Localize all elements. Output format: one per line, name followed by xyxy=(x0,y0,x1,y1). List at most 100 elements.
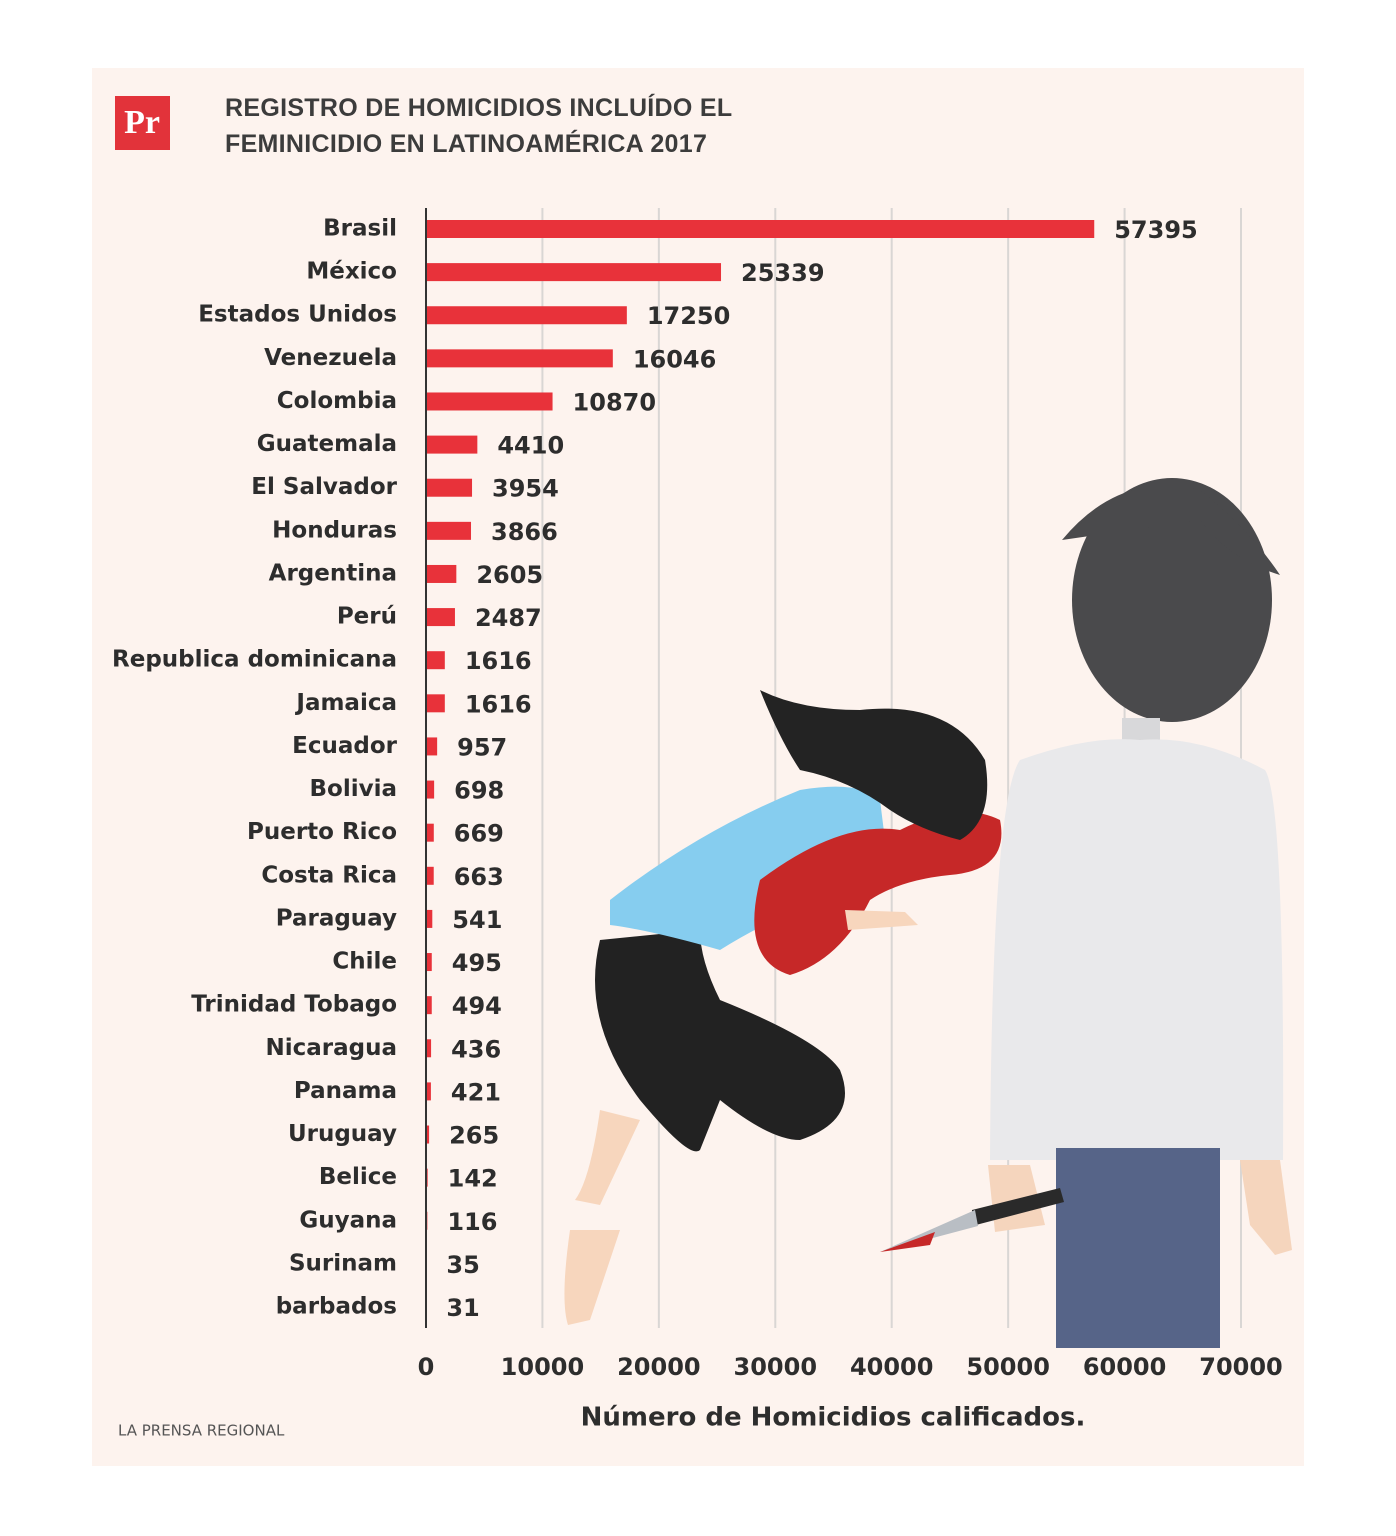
value-label: 265 xyxy=(449,1122,499,1150)
value-label: 10870 xyxy=(573,388,657,416)
man-shirt xyxy=(990,739,1284,1160)
bar xyxy=(426,1125,430,1144)
woman-arm xyxy=(845,910,918,930)
x-tick-label: 40000 xyxy=(850,1353,934,1381)
y-tick-label: Jamaica xyxy=(294,690,397,716)
illustration xyxy=(564,478,1292,1348)
value-label: 17250 xyxy=(647,302,731,330)
bar xyxy=(426,737,438,756)
bar xyxy=(426,1039,432,1058)
value-label: 541 xyxy=(452,906,502,934)
woman-pants xyxy=(595,930,845,1152)
value-label: 25339 xyxy=(741,259,825,287)
bar xyxy=(426,823,434,842)
value-label: 421 xyxy=(451,1078,501,1106)
bar xyxy=(426,1082,431,1101)
x-tick-label: 20000 xyxy=(617,1353,701,1381)
y-tick-label: Honduras xyxy=(272,517,397,543)
bar xyxy=(426,953,432,972)
value-label: 16046 xyxy=(633,345,717,373)
woman-leg xyxy=(575,1110,640,1205)
y-tick-label: Republica dominicana xyxy=(112,647,397,673)
woman-hair xyxy=(760,690,988,840)
logo-text: Pr xyxy=(124,104,160,141)
bar xyxy=(426,996,432,1015)
x-axis-label: Número de Homicidios calificados. xyxy=(581,1403,1086,1433)
logo-box xyxy=(115,96,170,150)
bar xyxy=(426,651,445,670)
y-tick-label: Nicaragua xyxy=(265,1035,397,1061)
bar xyxy=(426,909,433,928)
woman-shirt xyxy=(610,786,890,950)
y-tick-label: Puerto Rico xyxy=(247,819,397,845)
bar xyxy=(426,306,627,325)
knife-blade xyxy=(880,1210,978,1252)
value-label: 494 xyxy=(452,992,502,1020)
source: LA PRENSA REGIONAL xyxy=(118,1422,285,1440)
y-tick-label: Belice xyxy=(319,1164,397,1190)
y-tick-label: Brasil xyxy=(323,216,397,242)
value-label: 4410 xyxy=(497,432,564,460)
value-label: 2487 xyxy=(475,604,542,632)
y-tick-label: Perú xyxy=(337,604,397,630)
value-label: 669 xyxy=(454,820,504,848)
value-label: 3954 xyxy=(492,475,559,503)
bar xyxy=(426,220,1095,238)
y-tick-label: Bolivia xyxy=(310,776,398,802)
x-tick-label: 10000 xyxy=(501,1353,585,1381)
bar xyxy=(426,564,457,583)
value-label: 1616 xyxy=(465,690,532,718)
value-label: 31 xyxy=(446,1294,479,1322)
bar xyxy=(426,263,722,282)
x-tick-label: 0 xyxy=(418,1353,435,1381)
x-tick-label: 30000 xyxy=(734,1353,818,1381)
x-tick-label: 50000 xyxy=(966,1353,1050,1381)
value-label: 663 xyxy=(454,863,504,891)
y-tick-label: Trinidad Tobago xyxy=(191,992,397,1018)
bar xyxy=(426,521,472,540)
bar xyxy=(426,608,455,627)
value-label: 57395 xyxy=(1114,216,1198,244)
value-label: 142 xyxy=(448,1165,498,1193)
value-label: 35 xyxy=(446,1251,479,1279)
y-tick-label: Ecuador xyxy=(292,733,398,759)
woman-leg xyxy=(564,1230,620,1325)
value-label: 957 xyxy=(457,733,507,761)
knife-handle xyxy=(972,1188,1064,1226)
y-tick-label: Guatemala xyxy=(257,431,397,457)
y-tick-label: Chile xyxy=(332,949,397,975)
y-tick-label: Costa Rica xyxy=(261,862,397,888)
y-tick-label: Colombia xyxy=(277,388,397,414)
bar xyxy=(426,694,445,713)
man-hair xyxy=(1062,485,1280,575)
bar xyxy=(426,392,553,411)
bar xyxy=(426,478,473,497)
y-tick-label: México xyxy=(306,259,397,285)
y-tick-label: Estados Unidos xyxy=(198,302,397,328)
value-label: 2605 xyxy=(476,561,543,589)
value-label: 698 xyxy=(454,777,504,805)
y-tick-label: El Salvador xyxy=(251,474,397,500)
bar xyxy=(426,349,613,368)
y-tick-label: Argentina xyxy=(269,560,397,586)
y-tick-label: Uruguay xyxy=(288,1121,397,1147)
value-label: 495 xyxy=(452,949,502,977)
blood xyxy=(754,812,1002,975)
bar xyxy=(426,435,478,454)
value-label: 1616 xyxy=(465,647,532,675)
y-tick-label: Guyana xyxy=(299,1207,397,1233)
bar xyxy=(426,780,435,799)
value-label: 436 xyxy=(451,1035,501,1063)
man-hand xyxy=(1240,1160,1292,1255)
y-tick-label: Panama xyxy=(294,1078,397,1104)
chart-title: REGISTRO DE HOMICIDIOS INCLUÍDO EL FEMIN… xyxy=(225,94,732,158)
value-label: 116 xyxy=(447,1208,497,1236)
x-tick-label: 70000 xyxy=(1199,1353,1283,1381)
man-pants xyxy=(1056,1148,1220,1348)
bar xyxy=(426,866,434,885)
x-tick-label: 60000 xyxy=(1083,1353,1167,1381)
blood xyxy=(880,1232,935,1252)
y-tick-label: Venezuela xyxy=(264,345,397,371)
